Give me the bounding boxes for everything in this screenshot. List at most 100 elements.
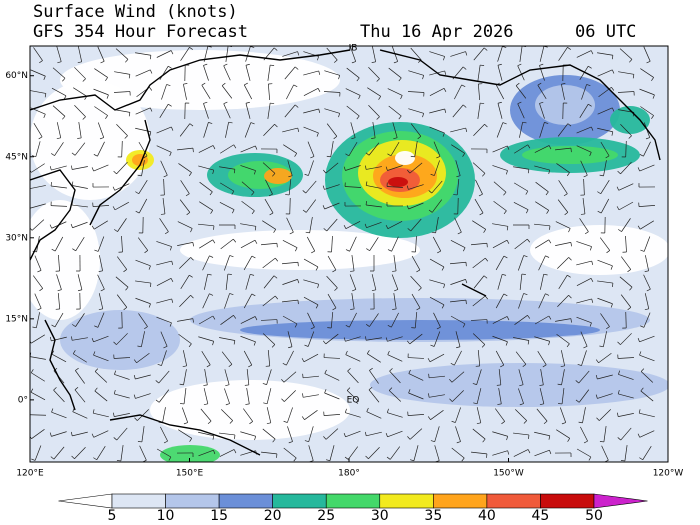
wind-barb (639, 88, 655, 96)
wind-barb (410, 218, 422, 232)
colorbar-segment (540, 493, 595, 509)
wind-barb-flag (295, 247, 298, 252)
wind-barb (476, 369, 482, 385)
wind-barb-flag (301, 416, 305, 420)
wind-barb (35, 141, 41, 157)
wind-barb (495, 350, 505, 366)
wind-speed-area (240, 320, 600, 340)
wind-barb-flag (100, 61, 105, 64)
wind-barb-flag (350, 270, 355, 272)
wind-barb (492, 431, 508, 437)
colorbar-label: 45 (532, 508, 550, 524)
wind-barb (368, 104, 380, 118)
wind-barb (366, 411, 382, 419)
wind-barb (34, 293, 42, 309)
wind-barb-flag (273, 275, 278, 279)
coast-korea-china (30, 169, 76, 261)
wind-barb (156, 145, 172, 153)
wind-barb-flag (651, 115, 654, 120)
wind-barb-flag (123, 307, 128, 311)
wind-barb (75, 370, 85, 384)
wind-barb (138, 198, 148, 214)
wind-barb-flag (49, 166, 52, 171)
wind-barb (56, 122, 62, 138)
wind-barb-flag (385, 224, 389, 229)
wind-barb-flag (394, 289, 399, 292)
wind-barb-flag (91, 225, 95, 230)
wind-barb-flag (596, 417, 600, 421)
wind-barb-flag (480, 102, 485, 105)
wind-barb (244, 122, 252, 138)
wind-barb-flag (150, 282, 152, 288)
wind-barb-flag (43, 114, 46, 118)
wind-barb-flag (385, 432, 388, 437)
wind-barb-flag (51, 248, 56, 252)
colorbar-label: 5 (108, 508, 117, 524)
wind-barb-flag (190, 295, 194, 299)
wind-barb (539, 388, 545, 404)
wind-barb (455, 426, 461, 442)
wind-barb-flag (229, 255, 234, 258)
wind-barb (32, 275, 44, 289)
wind-barb (240, 145, 256, 153)
wind-barb (30, 203, 46, 209)
wind-barb (57, 293, 61, 309)
wind-barb (30, 414, 47, 416)
wind-barb-flag (251, 255, 256, 259)
wind-barb-flag (192, 318, 194, 323)
coast-alaska (379, 49, 661, 161)
wind-barb-flag (171, 260, 174, 266)
map-subtitle: GFS 354 Hour Forecast (33, 22, 248, 42)
wind-barb (617, 91, 635, 93)
wind-barb-flag (522, 121, 527, 124)
wind-barb (31, 334, 45, 344)
wind-barb (640, 68, 654, 78)
wind-barb-flag (639, 154, 644, 157)
wind-barb (597, 52, 613, 56)
wind-barb (114, 374, 130, 380)
wind-barb-flag (527, 340, 530, 345)
wind-barb-flag (190, 257, 194, 261)
wind-barb (519, 46, 523, 62)
wind-barb-flag (564, 212, 569, 216)
wind-barb (368, 447, 380, 459)
wind-barb (203, 274, 209, 290)
wind-barb-flag (523, 255, 528, 258)
wind-barb-flag (568, 295, 572, 299)
wind-barb-flag (318, 70, 321, 75)
wind-barb (639, 412, 655, 418)
wind-barb-flag (543, 420, 548, 424)
wind-barb (411, 255, 421, 271)
wind-barb-flag (371, 61, 376, 63)
wind-barb (198, 145, 214, 153)
wind-barb (93, 335, 109, 343)
wind-barb (114, 413, 130, 417)
wind-barb-flag (233, 169, 236, 174)
wind-barb (580, 160, 588, 176)
wind-barb-flag (616, 186, 620, 191)
wind-barb (389, 370, 401, 384)
wind-barb (366, 204, 382, 208)
wind-barb-flag (133, 359, 137, 363)
wind-barb (266, 407, 272, 423)
wind-barb-flag (49, 336, 52, 341)
wind-barb-flag (163, 440, 168, 444)
wind-barb (431, 199, 443, 213)
wind-barb-flag (590, 50, 594, 55)
wind-barb (349, 312, 357, 328)
wind-barb-flag (49, 224, 53, 229)
wind-barb (138, 313, 148, 327)
wind-barb-flag (334, 287, 338, 291)
wind-barb (409, 162, 423, 174)
wind-barb-flag (428, 190, 432, 194)
wind-barb-flag (82, 78, 86, 82)
wind-barb-flag (338, 75, 341, 80)
wind-barb-flag (209, 255, 214, 258)
wind-barb (583, 178, 585, 196)
wind-barb-flag (646, 288, 651, 292)
wind-barb-flag (39, 60, 43, 64)
wind-barb (513, 166, 529, 170)
wind-barb (638, 205, 656, 207)
wind-barb (346, 105, 360, 117)
wind-barb (600, 180, 610, 194)
